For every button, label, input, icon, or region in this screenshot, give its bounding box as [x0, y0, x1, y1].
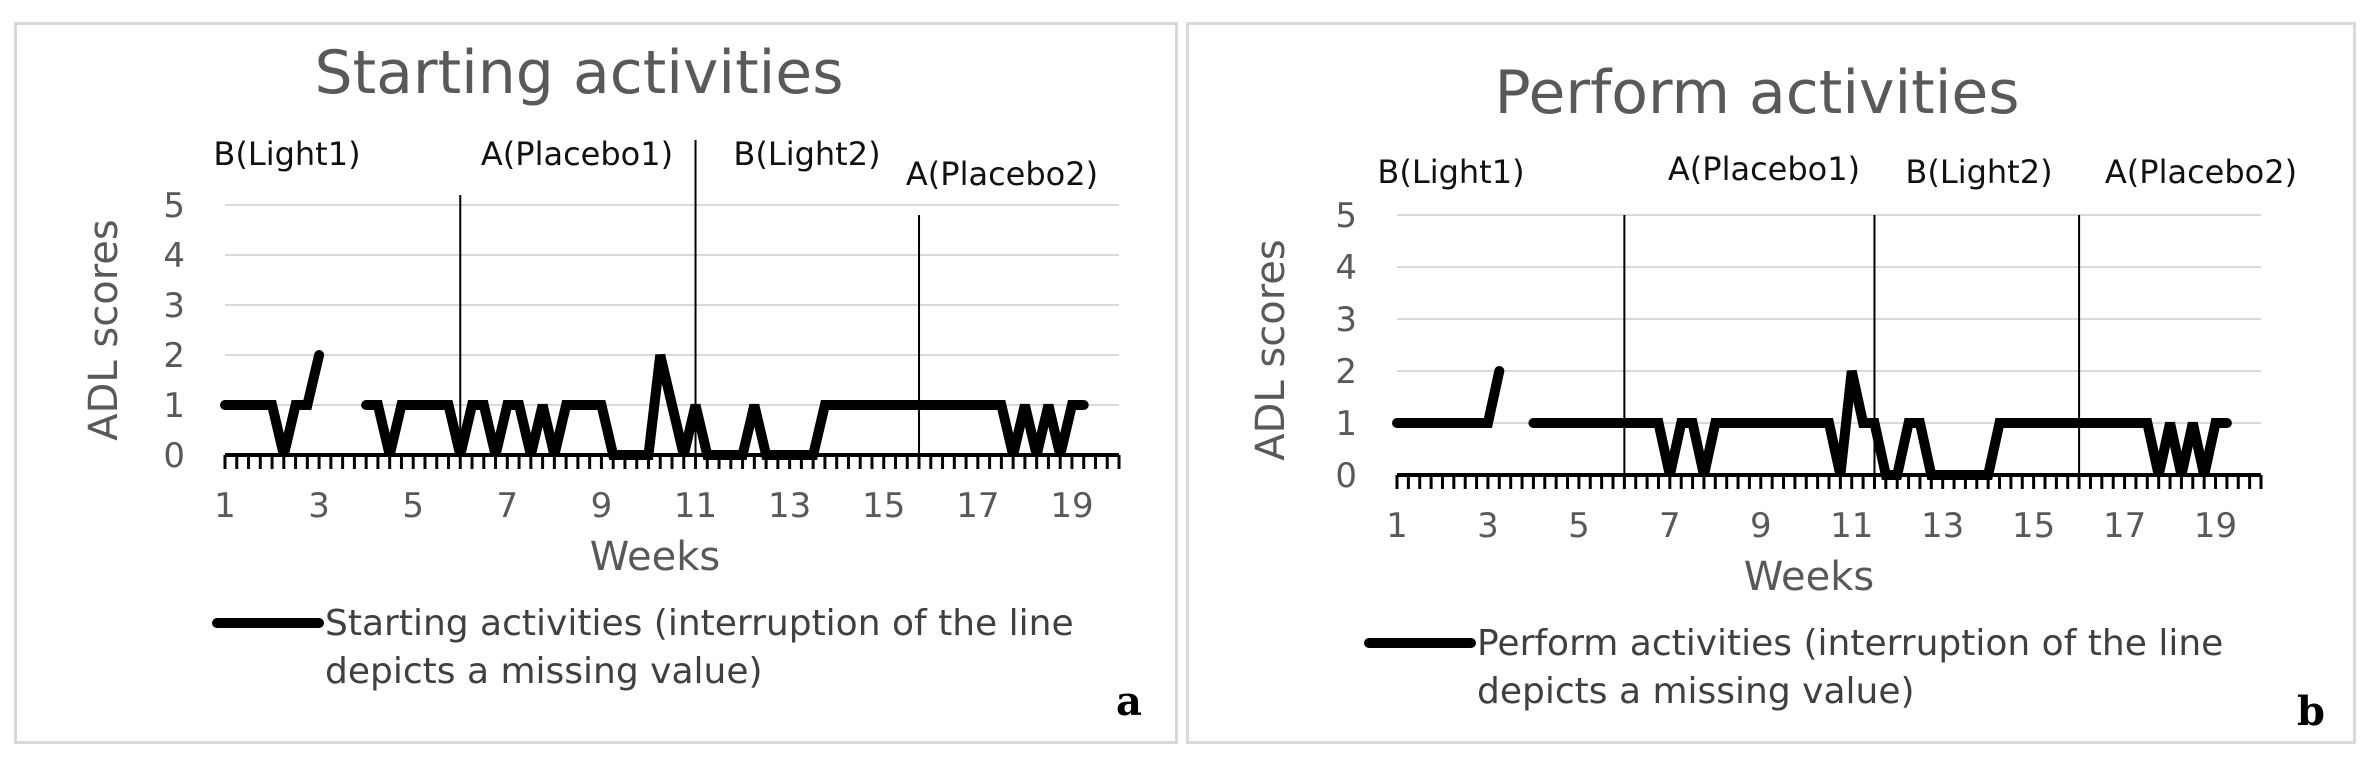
y-tick-label: 0 — [163, 436, 185, 476]
phase-label: A(Placebo2) — [2105, 153, 2297, 191]
x-tick-label: 5 — [1568, 506, 1590, 546]
chart-panel-b: Perform activities 0 1 2 3 4 5 1 3 5 7 9 11 13 15 17 19 B… — [1186, 22, 2356, 744]
x-tick-label: 1 — [1386, 506, 1408, 546]
legend-text-line2: depicts a missing value) — [1477, 671, 1915, 712]
panel-letter: a — [1116, 678, 1142, 725]
chart-panel-a: Starting activities 0 1 2 3 4 5 1 3 5 7 9 11 13 15 17 19… — [14, 22, 1178, 744]
x-tick-label: 17 — [956, 486, 999, 526]
x-tick-label: 9 — [591, 486, 613, 526]
x-tick-label: 11 — [1830, 506, 1873, 546]
x-tick-label: 3 — [308, 486, 330, 526]
panel-letter: b — [2297, 688, 2325, 735]
x-tick-label: 17 — [2103, 506, 2146, 546]
phase-label: A(Placebo1) — [481, 135, 673, 173]
phase-label: A(Placebo2) — [906, 155, 1098, 193]
x-tick-label: 3 — [1477, 506, 1499, 546]
y-axis-title: ADL scores — [1248, 239, 1294, 460]
y-tick-label: 1 — [163, 386, 185, 426]
chart-title: Starting activities — [315, 38, 844, 108]
y-tick-label: 5 — [1335, 196, 1357, 236]
phase-label: B(Light2) — [1905, 153, 2052, 191]
y-tick-label: 4 — [163, 236, 185, 276]
x-tick-label: 1 — [214, 486, 236, 526]
x-axis-title: Weeks — [590, 534, 720, 580]
legend-text-line1: Perform activities (interruption of the … — [1477, 623, 2223, 664]
phase-label: B(Light1) — [213, 135, 360, 173]
x-tick-label: 19 — [1050, 486, 1093, 526]
x-tick-label: 15 — [862, 486, 905, 526]
x-tick-label: 5 — [402, 486, 424, 526]
x-tick-label: 9 — [1750, 506, 1772, 546]
phase-label: B(Light1) — [1377, 153, 1524, 191]
series-line — [361, 353, 1089, 460]
x-axis-title: Weeks — [1744, 554, 1874, 600]
y-tick-label: 2 — [1335, 352, 1357, 392]
y-tick-label: 0 — [1335, 456, 1357, 496]
x-tick-label: 15 — [2012, 506, 2055, 546]
phase-label: B(Light2) — [733, 135, 880, 173]
x-tick-label: 7 — [1659, 506, 1681, 546]
phase-label: A(Placebo1) — [1668, 150, 1860, 188]
y-tick-label: 3 — [163, 286, 185, 326]
y-tick-label: 2 — [163, 336, 185, 376]
legend-text-line2: depicts a missing value) — [325, 651, 763, 692]
y-tick-label: 3 — [1335, 300, 1357, 340]
chart-title: Perform activities — [1494, 58, 2019, 128]
x-tick-label: 11 — [674, 486, 717, 526]
series-line — [220, 350, 325, 457]
y-tick-label: 5 — [163, 186, 185, 226]
x-tick-label: 13 — [768, 486, 811, 526]
y-tick-label: 1 — [1335, 404, 1357, 444]
series-line — [1528, 369, 2232, 480]
x-tick-label: 7 — [496, 486, 518, 526]
x-tick-label: 19 — [2194, 506, 2237, 546]
y-tick-label: 4 — [1335, 248, 1357, 288]
legend-text-line1: Starting activities (interruption of the… — [325, 603, 1074, 644]
y-axis-title: ADL scores — [81, 219, 127, 440]
x-tick-label: 13 — [1921, 506, 1964, 546]
series-line — [1392, 366, 1505, 428]
